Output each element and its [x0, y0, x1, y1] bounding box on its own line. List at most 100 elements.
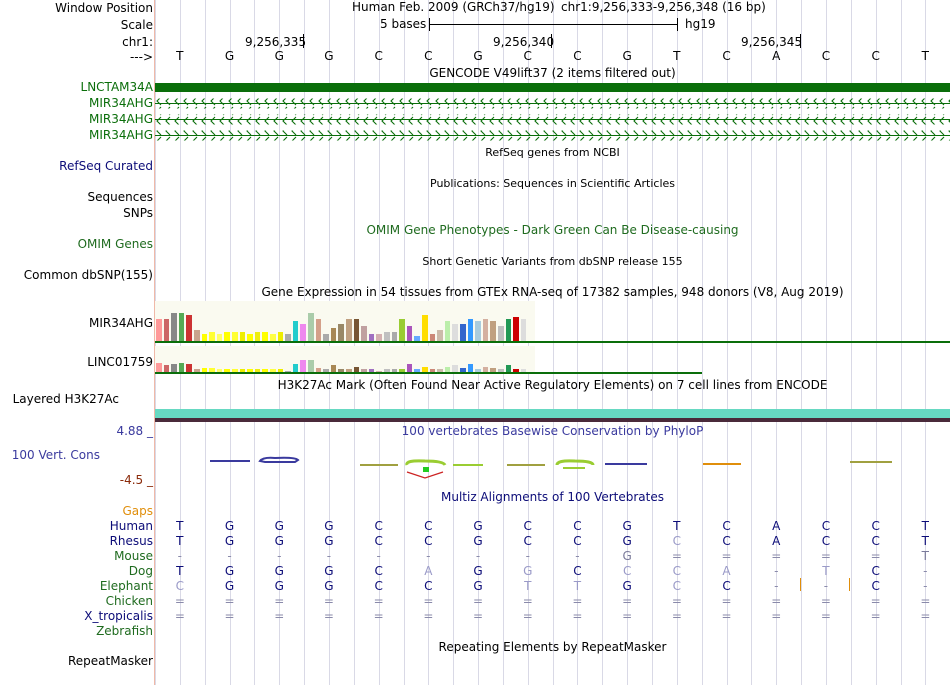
- h3k27ac-signal[interactable]: [155, 409, 950, 418]
- dbsnp-track-title[interactable]: Short Genetic Variants from dbSNP releas…: [422, 255, 683, 268]
- gtex-bar-linc01759[interactable]: [490, 368, 496, 372]
- gtex-bar-mir34ahg[interactable]: [270, 334, 276, 342]
- gtex-bar-linc01759[interactable]: [163, 365, 170, 372]
- gtex-bar-linc01759[interactable]: [399, 369, 405, 372]
- gtex-bar-linc01759[interactable]: [239, 369, 246, 372]
- gtex-bar-linc01759[interactable]: [406, 364, 413, 372]
- snps-label[interactable]: SNPs: [123, 206, 153, 220]
- gtex-bar-linc01759[interactable]: [353, 367, 360, 372]
- phylop-conservation-plot[interactable]: [155, 450, 950, 480]
- gtex-bar-mir34ahg[interactable]: [285, 334, 291, 342]
- gtex-bar-mir34ahg[interactable]: [262, 332, 268, 342]
- gtex-bar-linc01759[interactable]: [232, 369, 238, 372]
- gtex-bar-mir34ahg[interactable]: [391, 332, 398, 342]
- gtex-bar-mir34ahg[interactable]: [292, 321, 299, 342]
- gtex-bar-mir34ahg[interactable]: [254, 332, 261, 342]
- gtex-bar-mir34ahg[interactable]: [505, 319, 512, 342]
- gtex-bar-mir34ahg[interactable]: [300, 324, 306, 342]
- gtex-bar-linc01759[interactable]: [498, 369, 504, 372]
- gtex-bar-mir34ahg[interactable]: [201, 334, 208, 342]
- gtex-bar-mir34ahg[interactable]: [361, 326, 367, 342]
- gtex-bar-linc01759[interactable]: [171, 364, 177, 372]
- gtex-bar-mir34ahg[interactable]: [437, 330, 443, 342]
- gtex-bar-mir34ahg[interactable]: [163, 319, 170, 342]
- gtex-bar-linc01759[interactable]: [346, 369, 352, 372]
- strand-arrow-label[interactable]: --->: [129, 50, 153, 64]
- gtex-bar-linc01759[interactable]: [262, 369, 268, 372]
- gtex-bar-mir34ahg[interactable]: [346, 319, 352, 342]
- gtex-bar-mir34ahg[interactable]: [330, 328, 337, 342]
- gencode-item-mir34ahg-2[interactable]: MIR34AHG: [88, 112, 153, 126]
- gtex-bar-linc01759[interactable]: [384, 369, 390, 372]
- gtex-bar-linc01759[interactable]: [452, 365, 458, 372]
- gtex-bar-mir34ahg[interactable]: [460, 324, 466, 342]
- gtex-bar-linc01759[interactable]: [505, 365, 512, 372]
- refseq-curated-label[interactable]: RefSeq Curated: [59, 159, 153, 173]
- gtex-bar-mir34ahg[interactable]: [209, 332, 215, 342]
- gtex-bar-linc01759[interactable]: [216, 369, 223, 372]
- publications-track-title[interactable]: Publications: Sequences in Scientific Ar…: [430, 177, 675, 190]
- gtex-bar-mir34ahg[interactable]: [186, 315, 192, 342]
- gtex-bar-mir34ahg[interactable]: [490, 321, 496, 342]
- phylop-track-title[interactable]: 100 vertebrates Basewise Conservation by…: [401, 424, 704, 438]
- gtex-bar-mir34ahg[interactable]: [520, 319, 527, 342]
- common-dbsnp-label[interactable]: Common dbSNP(155): [23, 268, 153, 282]
- gtex-bar-linc01759[interactable]: [338, 369, 344, 372]
- gtex-bar-linc01759[interactable]: [277, 369, 284, 372]
- gtex-bar-linc01759[interactable]: [368, 369, 375, 372]
- gtex-bar-linc01759[interactable]: [437, 369, 443, 372]
- gtex-bar-mir34ahg[interactable]: [247, 334, 253, 342]
- gtex-bar-linc01759[interactable]: [429, 369, 436, 372]
- gtex-bar-linc01759[interactable]: [186, 364, 192, 372]
- gtex-bar-mir34ahg[interactable]: [232, 332, 238, 342]
- gtex-bar-mir34ahg[interactable]: [444, 321, 451, 342]
- gtex-bar-linc01759[interactable]: [156, 363, 162, 372]
- gencode-item-mir34ahg-1[interactable]: MIR34AHG: [88, 96, 153, 110]
- gtex-bar-linc01759[interactable]: [361, 369, 367, 372]
- refseq-track-title[interactable]: RefSeq genes from NCBI: [485, 146, 620, 159]
- gtex-bar-mir34ahg[interactable]: [156, 319, 162, 342]
- gencode-item-mir34ahg-3[interactable]: MIR34AHG: [88, 128, 153, 142]
- gtex-bar-linc01759[interactable]: [513, 369, 519, 372]
- gtex-bar-mir34ahg[interactable]: [498, 326, 504, 342]
- gtex-bar-linc01759[interactable]: [460, 368, 466, 372]
- gtex-bar-mir34ahg[interactable]: [475, 321, 481, 342]
- gtex-bar-mir34ahg[interactable]: [277, 332, 284, 342]
- gtex-linc01759-label[interactable]: LINC01759: [87, 355, 153, 369]
- gtex-bar-linc01759[interactable]: [209, 368, 215, 372]
- gtex-bar-linc01759[interactable]: [201, 368, 208, 372]
- gtex-track-title[interactable]: Gene Expression in 54 tissues from GTEx …: [261, 285, 844, 299]
- gtex-bar-linc01759[interactable]: [270, 369, 276, 372]
- gtex-bar-mir34ahg[interactable]: [178, 313, 185, 342]
- omim-track-title[interactable]: OMIM Gene Phenotypes - Dark Green Can Be…: [366, 223, 739, 237]
- gtex-bar-linc01759[interactable]: [467, 364, 474, 372]
- gtex-bar-linc01759[interactable]: [315, 368, 322, 372]
- gtex-bar-linc01759[interactable]: [224, 369, 230, 372]
- gencode-lnctam34a-bar[interactable]: [155, 83, 950, 92]
- gtex-bar-linc01759[interactable]: [520, 369, 527, 372]
- gtex-bar-mir34ahg[interactable]: [171, 313, 177, 342]
- omim-genes-label[interactable]: OMIM Genes: [77, 237, 153, 251]
- gtex-bar-mir34ahg[interactable]: [353, 319, 360, 342]
- gtex-bar-linc01759[interactable]: [444, 367, 451, 372]
- gtex-bar-linc01759[interactable]: [323, 369, 329, 372]
- gtex-bar-linc01759[interactable]: [391, 369, 398, 372]
- gtex-bar-mir34ahg[interactable]: [323, 334, 329, 342]
- gtex-mir34ahg-label[interactable]: MIR34AHG: [88, 316, 153, 330]
- gtex-bar-linc01759[interactable]: [330, 365, 337, 372]
- gtex-bar-linc01759[interactable]: [178, 363, 185, 372]
- gtex-mir34ahg-bars[interactable]: [155, 301, 535, 342]
- gtex-bar-mir34ahg[interactable]: [308, 313, 314, 342]
- vert-cons-label[interactable]: 100 Vert. Cons: [11, 448, 100, 462]
- gtex-bar-linc01759[interactable]: [194, 369, 200, 372]
- gtex-bar-linc01759[interactable]: [308, 360, 314, 372]
- repeatmasker-label[interactable]: RepeatMasker: [67, 654, 153, 668]
- gtex-bar-linc01759[interactable]: [414, 369, 420, 372]
- gtex-bar-mir34ahg[interactable]: [376, 334, 382, 342]
- gencode-track-title[interactable]: GENCODE V49lift37 (2 items filtered out): [429, 66, 676, 80]
- gtex-bar-mir34ahg[interactable]: [399, 319, 405, 342]
- gtex-bar-mir34ahg[interactable]: [467, 319, 474, 342]
- h3k27ac-track-title[interactable]: H3K27Ac Mark (Often Found Near Active Re…: [277, 378, 828, 392]
- multiz-track-title[interactable]: Multiz Alignments of 100 Vertebrates: [440, 490, 665, 504]
- gencode-mir34ahg-transcripts[interactable]: [155, 96, 950, 144]
